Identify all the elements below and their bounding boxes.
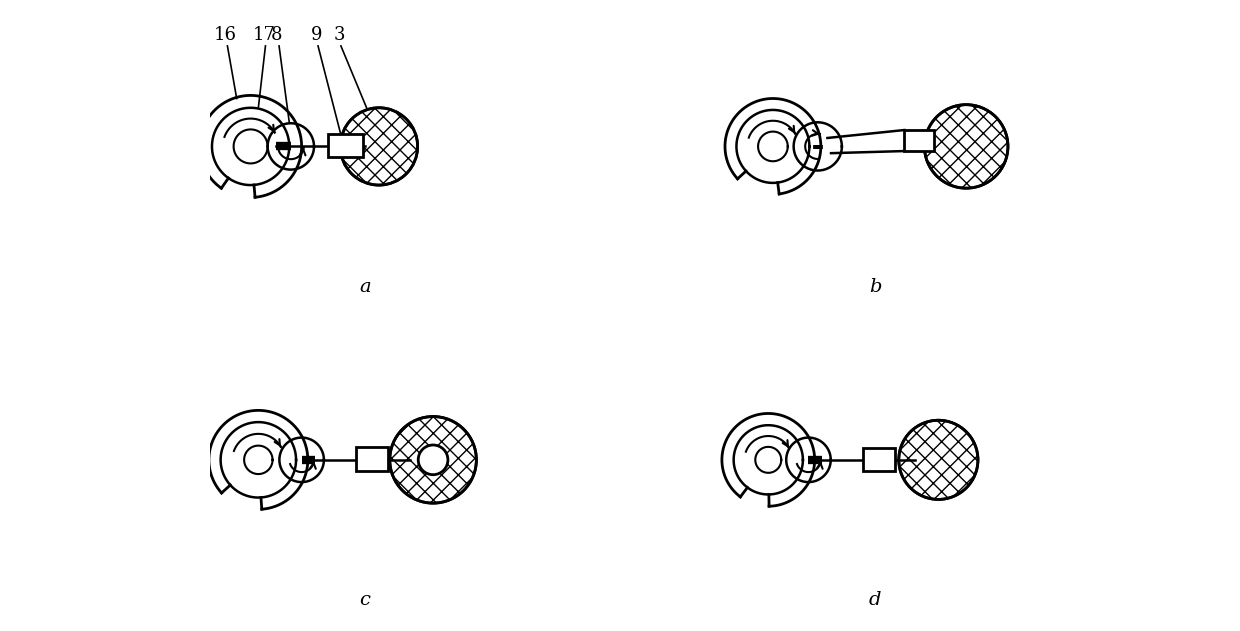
Text: 8: 8: [272, 27, 283, 44]
Circle shape: [899, 420, 978, 499]
Bar: [356, 447, 388, 471]
Text: b: b: [869, 278, 882, 296]
Text: c: c: [360, 591, 371, 609]
Text: 17: 17: [253, 27, 277, 44]
Circle shape: [389, 416, 476, 503]
Bar: [904, 130, 934, 151]
Text: d: d: [869, 591, 882, 609]
Text: 9: 9: [311, 27, 322, 44]
Text: 3: 3: [334, 27, 346, 44]
Text: 16: 16: [213, 27, 237, 44]
Text: a: a: [360, 278, 371, 296]
Bar: [863, 448, 895, 471]
Bar: [327, 134, 363, 157]
Circle shape: [418, 445, 448, 475]
Circle shape: [340, 108, 418, 185]
Circle shape: [925, 105, 1008, 188]
